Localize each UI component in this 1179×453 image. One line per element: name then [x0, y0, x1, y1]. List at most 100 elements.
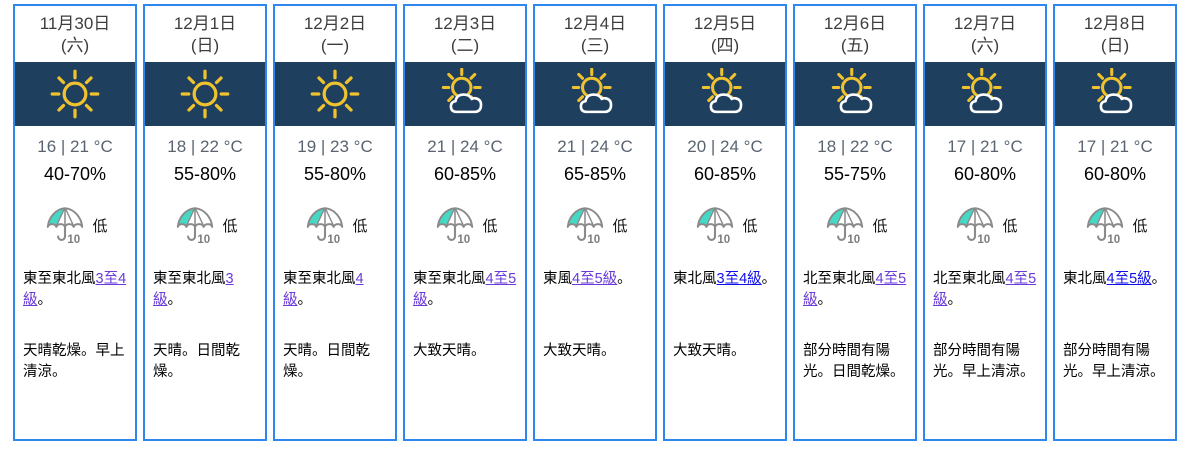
- umbrella-hours-badge: 10: [588, 234, 601, 246]
- forecast-day-card: 12月5日 (四): [663, 4, 787, 441]
- sun-cloud-icon: [1091, 68, 1133, 114]
- rain-probability-label: 低: [612, 217, 628, 235]
- umbrella-icon: 10: [567, 207, 604, 246]
- umbrella-teal-segment: [1088, 208, 1106, 227]
- umbrella-teal-segment: [48, 208, 66, 227]
- rain-probability: 10 低: [795, 199, 915, 251]
- umbrella-hours-badge: 10: [848, 234, 861, 246]
- umbrella-teal-segment: [958, 208, 976, 227]
- cloud-shape: [709, 93, 743, 114]
- weather-icon-band: [405, 62, 525, 126]
- wind-text-suffix: 。: [817, 292, 833, 308]
- umbrella-icon: 10: [1087, 207, 1124, 246]
- wind-speed-link[interactable]: 3級: [153, 271, 234, 308]
- forecast-day-card: 12月2日 (一): [273, 4, 397, 441]
- date-text: 12月5日: [693, 14, 757, 33]
- umbrella-teal-segment: [568, 208, 586, 227]
- weather-description: 部分時間有陽光。日間乾燥。: [803, 343, 905, 380]
- wind-forecast: 北至東北風4至5級。: [803, 269, 908, 333]
- sun-cloud-icon: [961, 68, 1003, 114]
- forecast-day-card: 12月7日 (六): [923, 4, 1047, 441]
- wind-speed-link[interactable]: 4至5級: [933, 271, 1037, 308]
- wind-forecast: 東至東北風4至5級。: [413, 269, 518, 333]
- cloud-shape: [969, 93, 1003, 114]
- wind-text-suffix: 。: [297, 292, 313, 308]
- date-text: 12月6日: [823, 14, 887, 33]
- wind-forecast: 東至東北風3級。: [153, 269, 258, 333]
- rain-probability: 10 低: [15, 199, 135, 251]
- forecast-day-card: 12月4日 (三): [533, 4, 657, 441]
- weekday-text: (六): [970, 36, 1000, 55]
- umbrella-icon: 10: [697, 207, 734, 246]
- forecast-day-card: 11月30日 (六): [13, 4, 137, 441]
- wind-text: 東至東北風: [413, 271, 486, 287]
- weekday-text: (一): [320, 36, 350, 55]
- weather-description: 部分時間有陽光。早上清涼。: [1063, 343, 1165, 380]
- weekday-text: (六): [60, 36, 90, 55]
- umbrella-icon: 10: [437, 207, 474, 246]
- weather-description: 大致天晴。: [673, 343, 746, 359]
- rain-probability: 10 低: [275, 199, 395, 251]
- wind-speed-link[interactable]: 4級: [283, 271, 364, 308]
- humidity-range: 60-80%: [953, 164, 1017, 184]
- date-text: 12月8日: [1083, 14, 1147, 33]
- weather-description: 天晴。日間乾燥。: [283, 343, 370, 380]
- umbrella-hours-badge: 10: [328, 234, 341, 246]
- wind-text-suffix: 。: [427, 292, 443, 308]
- wind-forecast: 東風4至5級。: [543, 269, 648, 333]
- weather-icon-band: [1055, 62, 1175, 126]
- temperature-range: 18 | 22 °C: [167, 137, 243, 156]
- wind-text-suffix: 。: [167, 292, 183, 308]
- temperature-range: 21 | 24 °C: [557, 137, 633, 156]
- weather-icon-band: [15, 62, 135, 126]
- wind-forecast: 東北風4至5級。: [1063, 269, 1168, 333]
- weather-description: 大致天晴。: [413, 343, 486, 359]
- umbrella-teal-segment: [438, 208, 456, 227]
- umbrella-icon: 10: [47, 207, 84, 246]
- wind-speed-link[interactable]: 3至4級: [23, 271, 127, 308]
- wind-speed-link[interactable]: 4至5級: [413, 271, 517, 308]
- wind-text-suffix: 。: [617, 271, 632, 287]
- date-text: 12月3日: [433, 14, 497, 33]
- rain-probability: 10 低: [925, 199, 1045, 251]
- cloud-shape: [1099, 93, 1133, 114]
- temperature-range: 18 | 22 °C: [817, 137, 893, 156]
- wind-text: 北至東北風: [803, 271, 876, 287]
- umbrella-teal-segment: [828, 208, 846, 227]
- rain-probability: 10 低: [535, 199, 655, 251]
- wind-speed-link[interactable]: 3至4級: [716, 271, 762, 287]
- rain-probability-label: 低: [222, 217, 238, 235]
- sunny-icon: [310, 69, 360, 119]
- umbrella-icon: 10: [957, 207, 994, 246]
- sunny-icon: [50, 69, 100, 119]
- wind-speed-link[interactable]: 4至5級: [572, 271, 618, 287]
- temperature-range: 17 | 21 °C: [1077, 137, 1153, 156]
- rain-probability-label: 低: [1132, 217, 1148, 235]
- umbrella-teal-segment: [308, 208, 326, 227]
- humidity-range: 40-70%: [43, 164, 107, 184]
- humidity-range: 55-80%: [173, 164, 237, 184]
- humidity-range: 60-80%: [1083, 164, 1147, 184]
- umbrella-hours-badge: 10: [1108, 234, 1121, 246]
- rain-probability-label: 低: [742, 217, 758, 235]
- date-header: 12月4日 (三): [535, 6, 655, 62]
- temperature-range: 21 | 24 °C: [427, 137, 503, 156]
- weather-description: 天晴。日間乾燥。: [153, 343, 240, 380]
- umbrella-hours-badge: 10: [68, 234, 81, 246]
- rain-probability-label: 低: [482, 217, 498, 235]
- wind-speed-link[interactable]: 4至5級: [803, 271, 907, 308]
- weekday-text: (日): [190, 36, 220, 55]
- humidity-range: 65-85%: [563, 164, 627, 184]
- umbrella-hours-badge: 10: [458, 234, 471, 246]
- rain-probability-label: 低: [872, 217, 888, 235]
- wind-text: 東風: [543, 271, 572, 287]
- rain-probability: 10 低: [405, 199, 525, 251]
- weather-icon-band: [535, 62, 655, 126]
- wind-forecast: 北至東北風4至5級。: [933, 269, 1038, 333]
- date-header: 12月6日 (五): [795, 6, 915, 62]
- rain-probability: 10 低: [1055, 199, 1175, 251]
- humidity-range: 60-85%: [693, 164, 757, 184]
- weekday-text: (五): [840, 36, 870, 55]
- wind-text-suffix: 。: [947, 292, 963, 308]
- wind-speed-link[interactable]: 4至5級: [1106, 271, 1152, 287]
